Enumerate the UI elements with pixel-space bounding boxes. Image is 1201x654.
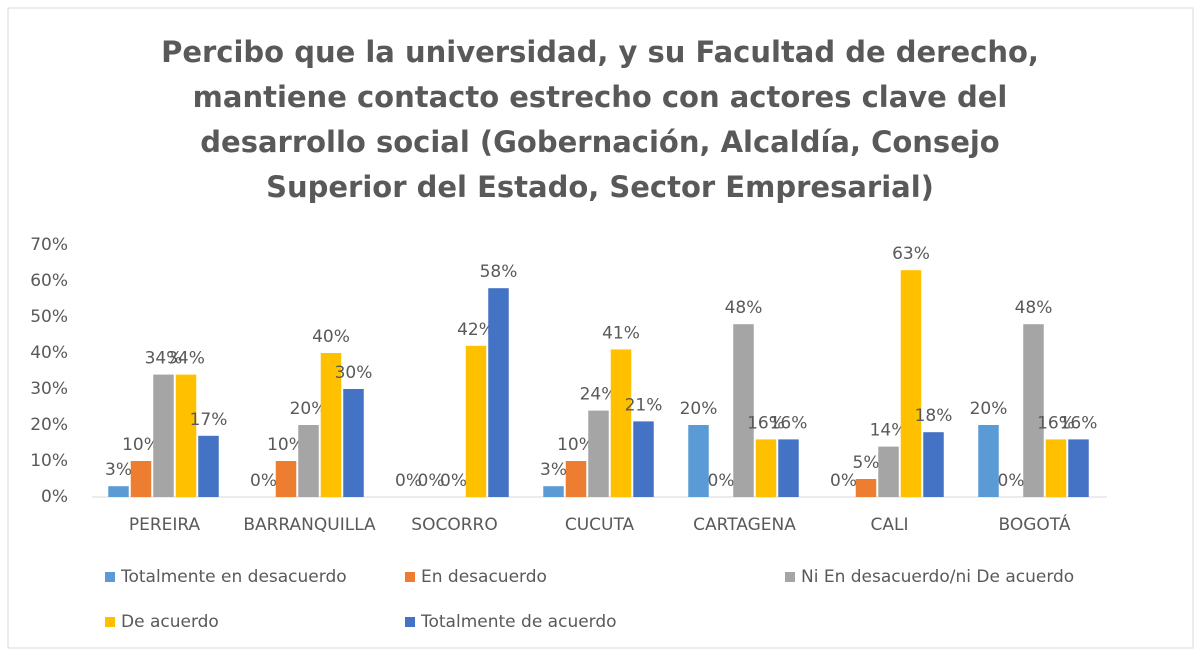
data-label: 34% — [167, 349, 205, 369]
data-label: 48% — [725, 298, 763, 318]
bar — [153, 374, 174, 497]
x-tick-label: BARRANQUILLA — [243, 515, 376, 535]
y-tick-label: 60% — [30, 271, 68, 291]
bar — [978, 425, 999, 497]
data-label: 10% — [122, 435, 160, 455]
legend-swatch — [405, 572, 415, 582]
bar — [130, 461, 152, 497]
data-label: 21% — [625, 395, 663, 415]
bar — [175, 374, 197, 497]
bar — [275, 461, 297, 497]
data-label: 41% — [602, 323, 640, 343]
bar — [488, 288, 509, 497]
data-label: 3% — [540, 460, 567, 480]
legend-swatch — [785, 572, 795, 582]
bar — [755, 439, 777, 497]
data-label: 10% — [267, 435, 305, 455]
bar — [900, 270, 922, 497]
bar — [1045, 439, 1067, 497]
bar — [298, 425, 319, 497]
bar — [610, 349, 632, 497]
bar — [923, 432, 944, 497]
data-label: 10% — [557, 435, 595, 455]
data-label: 16% — [747, 413, 785, 433]
x-tick-label: PEREIRA — [129, 515, 201, 535]
bar — [1068, 439, 1089, 497]
legend-label: Totalmente de acuerdo — [420, 612, 617, 632]
legend-label: Ni En desacuerdo/ni De acuerdo — [801, 567, 1074, 587]
data-label: 14% — [870, 421, 908, 441]
data-label: 20% — [290, 399, 328, 419]
x-tick-label: CARTAGENA — [693, 515, 796, 535]
data-label: 40% — [312, 327, 350, 347]
bar — [855, 479, 877, 497]
bar — [108, 486, 129, 497]
data-label: 20% — [680, 399, 718, 419]
x-tick-label: BOGOTÁ — [999, 513, 1071, 535]
data-label: 42% — [457, 320, 495, 340]
data-label: 3% — [105, 460, 132, 480]
bar — [565, 461, 587, 497]
bar — [588, 410, 609, 497]
data-label: 0% — [998, 471, 1025, 491]
bar — [198, 435, 219, 497]
x-tick-label: SOCORRO — [411, 515, 497, 535]
data-label: 16% — [770, 413, 808, 433]
y-tick-label: 50% — [30, 307, 68, 327]
bar — [733, 324, 754, 497]
chart-border — [7, 7, 1194, 649]
data-label: 17% — [190, 410, 228, 430]
bar — [1023, 324, 1044, 497]
legend-swatch — [405, 617, 415, 627]
bar — [688, 425, 709, 497]
bar — [320, 353, 342, 497]
data-label: 34% — [145, 349, 183, 369]
x-tick-label: CUCUTA — [565, 515, 635, 535]
data-label: 24% — [580, 385, 618, 405]
data-label: 48% — [1015, 298, 1053, 318]
bar — [778, 439, 799, 497]
data-label: 0% — [440, 471, 467, 491]
y-tick-label: 10% — [30, 451, 68, 471]
data-label: 58% — [480, 262, 518, 282]
legend-label: En desacuerdo — [421, 567, 547, 587]
data-label: 0% — [830, 471, 857, 491]
y-tick-label: 30% — [30, 379, 68, 399]
bar — [343, 389, 364, 497]
data-label: 0% — [418, 471, 445, 491]
y-tick-label: 20% — [30, 415, 68, 435]
bar — [543, 486, 564, 497]
data-label: 18% — [915, 406, 953, 426]
data-label: 16% — [1060, 413, 1098, 433]
y-tick-label: 70% — [30, 235, 68, 255]
y-tick-label: 40% — [30, 343, 68, 363]
legend-label: De acuerdo — [121, 612, 219, 632]
data-label: 63% — [892, 244, 930, 264]
legend-label: Totalmente en desacuerdo — [120, 567, 347, 587]
data-label: 0% — [395, 471, 422, 491]
bar — [633, 421, 654, 497]
legend-swatch — [105, 572, 115, 582]
y-tick-label: 0% — [41, 487, 68, 507]
data-label: 16% — [1037, 413, 1075, 433]
data-label: 20% — [970, 399, 1008, 419]
data-label: 0% — [250, 471, 277, 491]
data-label: 5% — [853, 453, 880, 473]
x-tick-label: CALI — [871, 515, 909, 535]
data-label: 30% — [335, 363, 373, 383]
bar — [878, 446, 899, 497]
legend-swatch — [105, 617, 115, 627]
chart-title: Percibo que la universidad, y su Faculta… — [161, 35, 1039, 204]
data-label: 0% — [708, 471, 735, 491]
bar — [465, 345, 487, 497]
